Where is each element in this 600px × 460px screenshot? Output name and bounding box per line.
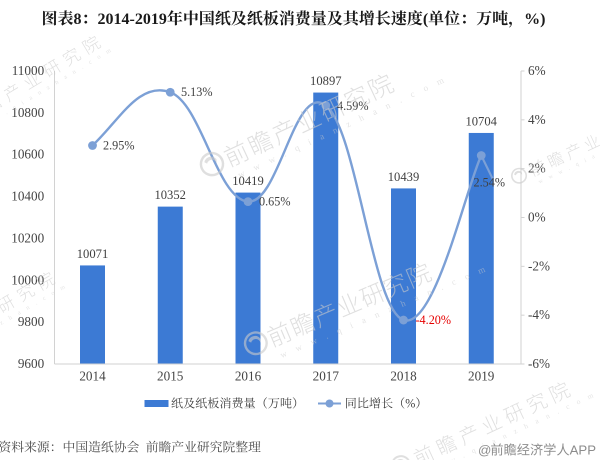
svg-text:10897: 10897 xyxy=(310,74,341,88)
svg-text:@: @ xyxy=(478,443,491,458)
svg-text:%: % xyxy=(405,397,415,411)
svg-text:10439: 10439 xyxy=(388,170,419,184)
svg-text:2014-2019: 2014-2019 xyxy=(98,11,167,28)
svg-text:-4%: -4% xyxy=(528,307,550,322)
svg-text:-2%: -2% xyxy=(528,258,550,273)
svg-text:10352: 10352 xyxy=(154,188,185,202)
svg-text:10400: 10400 xyxy=(11,189,44,204)
svg-text:4.59%: 4.59% xyxy=(337,99,368,113)
svg-text:10419: 10419 xyxy=(232,174,263,188)
svg-text:2018: 2018 xyxy=(390,369,417,384)
svg-text:2019: 2019 xyxy=(468,369,495,384)
svg-text:2015: 2015 xyxy=(157,369,184,384)
svg-text:(: ( xyxy=(423,11,428,28)
svg-text:6%: 6% xyxy=(528,63,546,78)
svg-text:2017: 2017 xyxy=(313,369,340,384)
svg-text:2.95%: 2.95% xyxy=(103,139,134,153)
svg-text:10704: 10704 xyxy=(465,114,497,128)
svg-text:10200: 10200 xyxy=(11,230,44,245)
svg-text:8: 8 xyxy=(74,11,82,28)
svg-text:9800: 9800 xyxy=(18,314,45,329)
svg-text:0%: 0% xyxy=(528,210,546,225)
svg-text:11000: 11000 xyxy=(12,63,45,78)
svg-text:10000: 10000 xyxy=(11,272,44,287)
svg-text:4%: 4% xyxy=(528,112,546,127)
svg-text:%): %) xyxy=(524,11,545,28)
svg-text:10800: 10800 xyxy=(11,105,44,120)
svg-text:0.65%: 0.65% xyxy=(259,195,290,209)
svg-text:APP: APP xyxy=(570,443,597,458)
svg-text:9600: 9600 xyxy=(18,356,45,371)
svg-text:-6%: -6% xyxy=(528,356,550,371)
svg-text:2014: 2014 xyxy=(79,369,106,384)
svg-text:-4.20%: -4.20% xyxy=(416,313,452,327)
svg-text:2016: 2016 xyxy=(235,369,262,384)
svg-text:5.13%: 5.13% xyxy=(181,85,212,99)
svg-text:10071: 10071 xyxy=(77,247,108,261)
svg-text:10600: 10600 xyxy=(11,147,44,162)
svg-text:2.54%: 2.54% xyxy=(474,176,505,190)
